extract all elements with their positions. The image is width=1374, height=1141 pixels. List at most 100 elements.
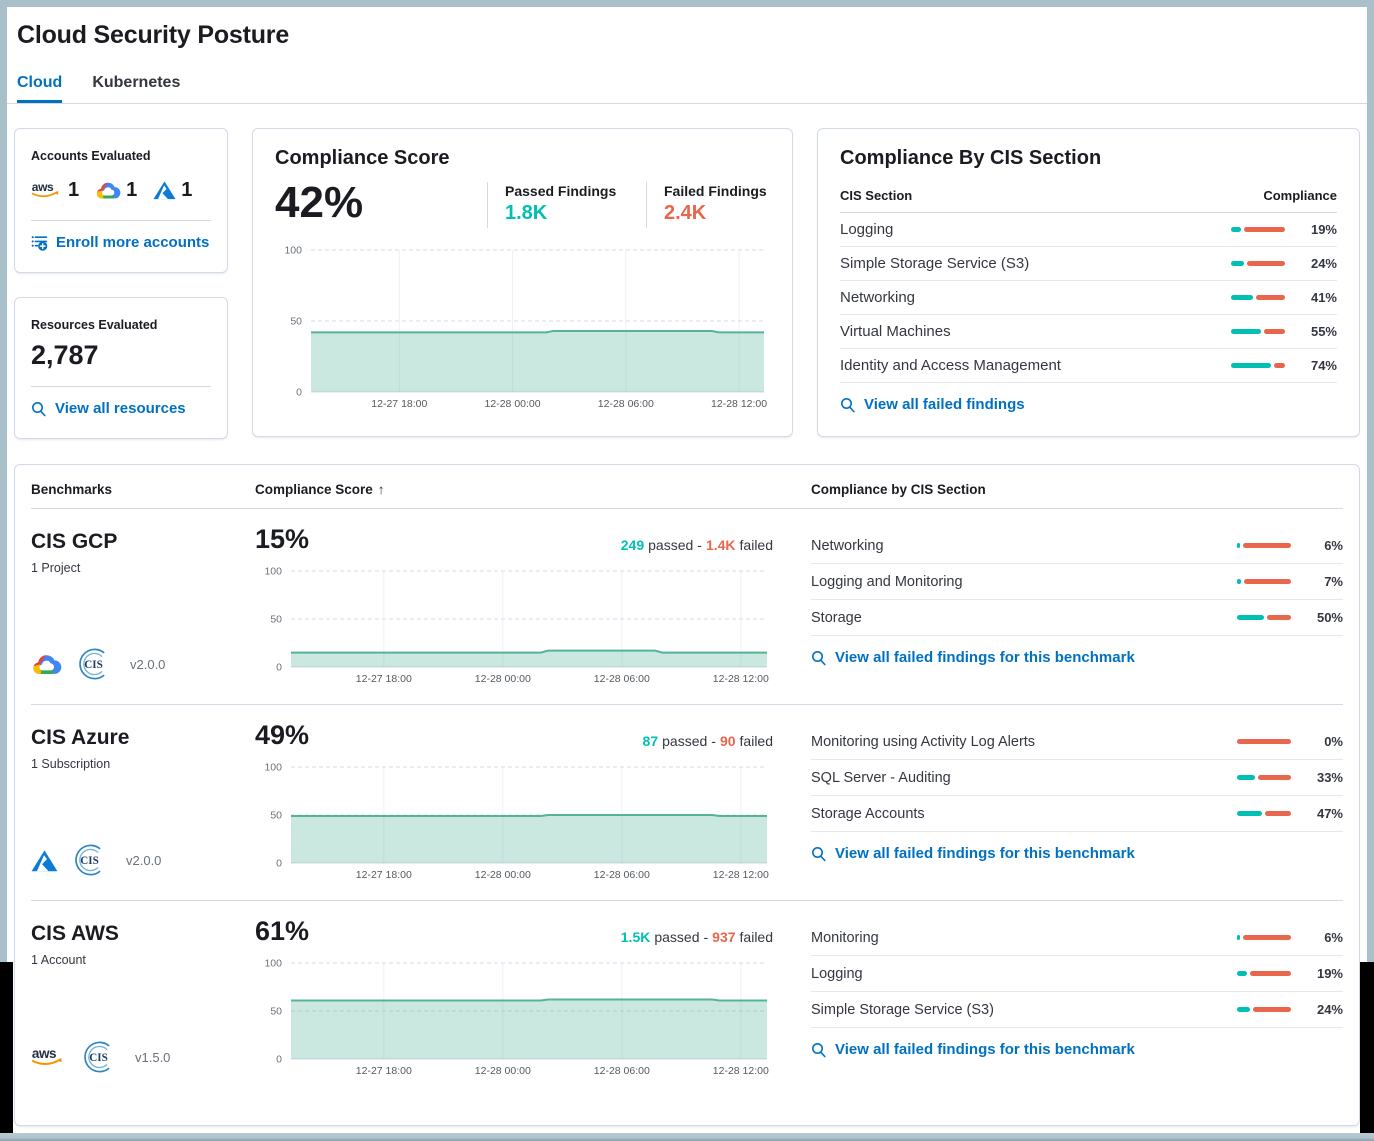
- separator: -: [711, 733, 716, 749]
- main-content: Accounts Evaluated aws 1: [7, 104, 1367, 1126]
- benchmark-scope: 1 Account: [31, 953, 86, 967]
- cis-section-row: Networking 41%: [840, 281, 1337, 316]
- compliance-percent: 19%: [1310, 222, 1337, 238]
- score-line: 49% 87 passed - 90 failed: [255, 722, 773, 750]
- search-icon: [840, 397, 856, 413]
- view-all-resources-link[interactable]: View all resources: [31, 400, 186, 417]
- compliance-percent: 33%: [1316, 770, 1343, 785]
- passed-failed-summary: 87 passed - 90 failed: [643, 733, 773, 749]
- compliance-by-cis-section-column-header: Compliance by CIS Section: [811, 482, 986, 497]
- page-title: Cloud Security Posture: [17, 21, 290, 49]
- failed-count: 90: [719, 733, 736, 749]
- view-failed-findings-benchmark-label: View all failed findings for this benchm…: [835, 649, 1135, 666]
- svg-text:12-28 12:00: 12-28 12:00: [713, 673, 769, 685]
- benchmark-name: CIS AWS: [31, 922, 119, 945]
- failed-count: 937: [712, 929, 736, 945]
- cis-section-column-header: CIS Section: [840, 188, 913, 203]
- passed-findings-stat: Passed Findings 1.8K: [487, 182, 646, 228]
- view-failed-findings-benchmark-label: View all failed findings for this benchm…: [835, 845, 1135, 862]
- failed-findings-value: 2.4K: [664, 202, 707, 224]
- search-icon: [811, 1042, 827, 1058]
- svg-text:CIS: CIS: [80, 855, 99, 867]
- benchmark-row-cis-azure: CIS Azure 1 Subscription: [31, 705, 1343, 901]
- svg-text:12-28 12:00: 12-28 12:00: [713, 869, 769, 881]
- card-divider: [31, 220, 211, 221]
- bottom-right-black-strip: [1360, 962, 1374, 1133]
- gcp-account-count: 1: [95, 179, 137, 202]
- compliance-score-column-header[interactable]: Compliance Score ↑: [255, 482, 811, 497]
- view-failed-findings-benchmark-link[interactable]: View all failed findings for this benchm…: [811, 1041, 1135, 1058]
- view-failed-findings-benchmark-link[interactable]: View all failed findings for this benchm…: [811, 649, 1135, 666]
- svg-text:12-28 12:00: 12-28 12:00: [711, 398, 767, 410]
- compliance-column-header: Compliance: [1263, 188, 1337, 203]
- cis-section-name: Identity and Access Management: [840, 357, 1061, 375]
- bottom-frame-band: [0, 1133, 1374, 1141]
- failed-findings-stat: Failed Findings 2.4K: [646, 182, 805, 228]
- svg-text:12-27 18:00: 12-27 18:00: [356, 673, 412, 685]
- benchmark-name: CIS GCP: [31, 530, 118, 553]
- cis-section-name: Logging and Monitoring: [811, 573, 963, 590]
- compliance-percent: 6%: [1324, 930, 1343, 945]
- score-line: 15% 249 passed - 1.4K failed: [255, 526, 773, 554]
- compliance-bar: [1237, 935, 1291, 940]
- passed-findings-label: Passed Findings: [505, 183, 617, 199]
- svg-text:aws: aws: [32, 1046, 56, 1061]
- benchmark-score-column: 49% 87 passed - 90 failed 0 50 100 12-27 18…: [255, 722, 811, 888]
- benchmark-version: v2.0.0: [130, 656, 166, 672]
- resources-count: 2,787: [31, 340, 99, 370]
- compliance-percent: 0%: [1324, 734, 1343, 749]
- svg-text:12-27 18:00: 12-27 18:00: [371, 398, 427, 410]
- benchmarks-table-header: Benchmarks Compliance Score ↑ Compliance …: [31, 465, 1343, 509]
- cis-section-row: Monitoring 6%: [811, 920, 1343, 956]
- svg-text:100: 100: [264, 762, 282, 774]
- cis-section-name: Monitoring using Activity Log Alerts: [811, 733, 1036, 750]
- view-all-failed-findings-link[interactable]: View all failed findings: [840, 396, 1025, 413]
- svg-text:12-28 06:00: 12-28 06:00: [598, 398, 654, 410]
- separator: -: [697, 537, 702, 553]
- benchmark-icons: CIS v2.0.0: [31, 842, 255, 888]
- benchmark-icons: aws CIS v1.5.0: [31, 1039, 255, 1085]
- cis-section-name: SQL Server - Auditing: [811, 769, 951, 786]
- sort-ascending-icon: ↑: [377, 482, 385, 497]
- cis-section-name: Virtual Machines: [840, 323, 951, 341]
- tab-kubernetes[interactable]: Kubernetes: [92, 74, 181, 91]
- failed-word: failed: [739, 733, 773, 749]
- benchmark-trend-chart: 0 50 100 12-27 18:00 12-28 00:00 12-28 06:00 1…: [255, 565, 773, 687]
- svg-text:CIS: CIS: [84, 659, 103, 671]
- aws-icon: aws: [31, 179, 63, 201]
- gcp-icon: [31, 652, 62, 677]
- failed-findings-label: Failed Findings: [664, 183, 767, 199]
- compliance-percent: 6%: [1324, 538, 1343, 553]
- view-all-failed-findings-label: View all failed findings: [864, 396, 1025, 414]
- compliance-bar: [1237, 579, 1291, 584]
- score-line: 61% 1.5K passed - 937 failed: [255, 918, 773, 946]
- cloud-security-posture-page: Cloud Security Posture Cloud Kubernetes …: [7, 7, 1367, 1133]
- view-failed-findings-benchmark-link[interactable]: View all failed findings for this benchm…: [811, 845, 1135, 862]
- cis-section-row: SQL Server - Auditing 33%: [811, 760, 1343, 796]
- svg-text:0: 0: [296, 387, 302, 399]
- benchmark-score-column: 15% 249 passed - 1.4K failed 0 50 100 12-27…: [255, 526, 811, 692]
- svg-text:50: 50: [270, 614, 282, 626]
- cis-logo-icon: CIS: [80, 1039, 116, 1075]
- tab-cloud[interactable]: Cloud: [17, 74, 62, 103]
- passed-word: passed: [648, 537, 694, 553]
- resources-evaluated-label: Resources Evaluated: [31, 318, 158, 332]
- enroll-more-accounts-label: Enroll more accounts: [56, 234, 210, 251]
- svg-text:12-28 00:00: 12-28 00:00: [475, 869, 531, 881]
- failed-word: failed: [739, 537, 773, 553]
- svg-text:0: 0: [276, 1054, 282, 1066]
- overall-compliance-score: 42%: [275, 178, 364, 227]
- cis-section-name: Logging: [811, 965, 863, 982]
- score-row: 42% Passed Findings 1.8K Failed Findings…: [275, 178, 770, 228]
- cis-section-name: Storage Accounts: [811, 805, 925, 822]
- cis-table-header: CIS Section Compliance: [840, 170, 1337, 213]
- svg-text:12-28 06:00: 12-28 06:00: [594, 673, 650, 685]
- cis-section-row: Simple Storage Service (S3) 24%: [811, 992, 1343, 1028]
- benchmark-version: v1.5.0: [135, 1049, 171, 1065]
- cis-section-name: Storage: [811, 609, 862, 626]
- enroll-more-accounts-link[interactable]: Enroll more accounts: [31, 234, 209, 251]
- passed-word: passed: [654, 929, 700, 945]
- compliance-percent: 55%: [1310, 324, 1337, 340]
- search-icon: [811, 846, 827, 862]
- cis-section-name: Logging: [840, 221, 894, 239]
